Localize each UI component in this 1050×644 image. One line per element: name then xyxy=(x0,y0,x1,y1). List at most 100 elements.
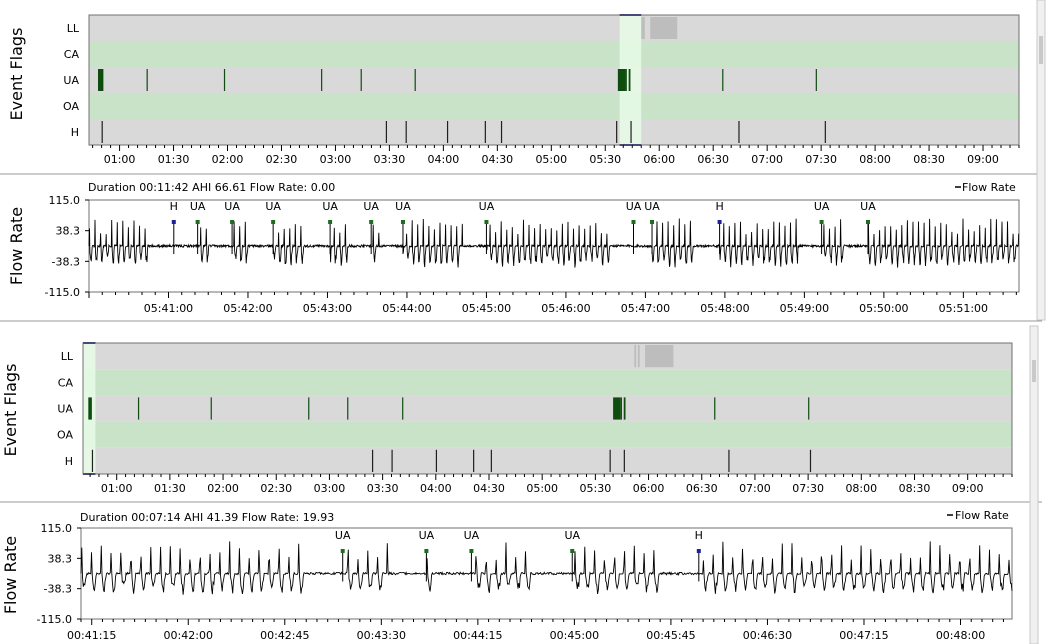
event-mark-ua[interactable] xyxy=(321,69,323,91)
event-mark-ll[interactable] xyxy=(645,345,674,368)
event-mark-h[interactable] xyxy=(371,449,374,472)
y-tick-label: 115.0 xyxy=(41,522,73,535)
event-mark-ua[interactable] xyxy=(210,397,212,420)
flag-row-label-ca: CA xyxy=(58,376,74,389)
x-tick-label: 01:30 xyxy=(158,153,190,166)
event-marker-square[interactable] xyxy=(424,549,429,553)
scrollbar-thumb-top[interactable] xyxy=(1039,36,1043,64)
plot-frame xyxy=(88,14,1020,146)
event-mark-h[interactable] xyxy=(490,449,492,472)
event-mark-ua[interactable] xyxy=(360,69,362,91)
flow-rate-panel-1[interactable]: Flow Rate Duration 00:11:42 AHI 66.61 Fl… xyxy=(7,181,1020,315)
y-tick-label: 38.3 xyxy=(48,552,73,565)
event-mark-ua[interactable] xyxy=(815,69,817,91)
flag-row-ua xyxy=(83,395,1012,422)
event-mark-ua[interactable] xyxy=(808,397,810,420)
event-mark-ua[interactable] xyxy=(628,69,631,91)
event-marker-label: UA xyxy=(564,529,580,542)
event-mark-ua[interactable] xyxy=(613,397,621,420)
event-mark-ll[interactable] xyxy=(637,345,640,368)
scrollbar-top[interactable] xyxy=(1036,0,1046,321)
event-mark-h[interactable] xyxy=(473,449,475,472)
event-flags-panel-2[interactable]: Event Flags LL CA UA OA H 01:00 01:30 02:00 02:3… xyxy=(1,342,1013,495)
event-marker-label: UA xyxy=(322,200,338,213)
event-mark-ua[interactable] xyxy=(617,69,626,91)
event-mark-h[interactable] xyxy=(630,121,632,143)
event-mark-h[interactable] xyxy=(101,121,103,143)
flow-rate-panel-2[interactable]: Flow Rate Duration 00:07:14 AHI 41.39 Fl… xyxy=(1,509,1013,642)
event-mark-ua[interactable] xyxy=(722,69,724,91)
flag-row-oa xyxy=(89,93,1019,119)
flag-row-label-ll: LL xyxy=(61,350,74,363)
event-marker-square[interactable] xyxy=(650,220,655,224)
event-marker-square[interactable] xyxy=(865,220,870,224)
event-mark-ua[interactable] xyxy=(623,397,626,420)
event-mark-ua[interactable] xyxy=(97,69,104,91)
x-tick-label: 05:42:00 xyxy=(223,302,272,315)
event-mark-ua[interactable] xyxy=(146,69,148,91)
x-tick-label: 07:00 xyxy=(751,153,783,166)
event-marker-square[interactable] xyxy=(819,220,824,224)
event-mark-h[interactable] xyxy=(738,121,740,143)
event-mark-ll[interactable] xyxy=(650,17,678,39)
event-marker-square[interactable] xyxy=(717,220,722,224)
event-marker-square[interactable] xyxy=(271,220,276,224)
event-mark-h[interactable] xyxy=(405,121,407,143)
event-mark-ll[interactable] xyxy=(641,17,644,39)
event-mark-ll[interactable] xyxy=(643,17,645,39)
event-mark-h[interactable] xyxy=(484,121,486,143)
scrollbar-bottom[interactable] xyxy=(1029,325,1039,644)
event-mark-h[interactable] xyxy=(728,449,730,472)
event-marker-square[interactable] xyxy=(570,549,575,553)
event-flags-ylabel-1: Event Flags xyxy=(7,28,26,121)
flow-rate-trace xyxy=(88,218,1020,268)
event-marker-square[interactable] xyxy=(230,220,235,224)
event-mark-h[interactable] xyxy=(435,449,438,472)
x-tick-label: 05:45:00 xyxy=(462,302,511,315)
event-mark-h[interactable] xyxy=(446,121,449,143)
event-mark-ua[interactable] xyxy=(347,397,349,420)
legend-label-2: Flow Rate xyxy=(955,509,1009,522)
event-mark-h[interactable] xyxy=(391,449,393,472)
event-marker-square[interactable] xyxy=(631,220,636,224)
event-mark-ua[interactable] xyxy=(414,69,416,91)
scrollbar-thumb-bottom[interactable] xyxy=(1032,360,1036,382)
event-mark-h[interactable] xyxy=(809,449,812,472)
event-marker-square[interactable] xyxy=(484,220,489,224)
flow-rate-title-2: Duration 00:07:14 AHI 41.39 Flow Rate: 1… xyxy=(80,511,334,524)
event-mark-ua[interactable] xyxy=(620,397,622,420)
event-mark-h[interactable] xyxy=(616,121,618,143)
x-tick-label: 09:00 xyxy=(967,153,999,166)
flag-row-ll xyxy=(83,343,1012,370)
event-mark-h[interactable] xyxy=(609,449,611,472)
event-marker-label: UA xyxy=(224,200,240,213)
x-tick-label: 05:46:00 xyxy=(541,302,590,315)
event-marker-square[interactable] xyxy=(400,220,405,224)
event-mark-h[interactable] xyxy=(824,121,826,143)
flag-row-h xyxy=(83,447,1012,474)
event-mark-ll[interactable] xyxy=(634,345,637,368)
event-mark-ua[interactable] xyxy=(137,397,140,420)
event-marker-square[interactable] xyxy=(340,549,345,553)
event-mark-ua[interactable] xyxy=(223,69,226,91)
event-mark-ua[interactable] xyxy=(625,69,627,91)
event-mark-h[interactable] xyxy=(385,121,388,143)
event-marker-square[interactable] xyxy=(469,549,474,553)
event-mark-h[interactable] xyxy=(91,449,94,472)
event-mark-ua[interactable] xyxy=(402,397,404,420)
event-mark-h[interactable] xyxy=(623,449,625,472)
event-mark-ua[interactable] xyxy=(88,397,92,420)
event-marker-square[interactable] xyxy=(696,549,701,553)
event-flags-panel-1[interactable]: Event Flags LL CA UA OA H 01:00 01:30 02:00 02:3… xyxy=(7,14,1020,166)
x-tick-label: 07:30 xyxy=(805,153,837,166)
flag-row-label-ll: LL xyxy=(67,22,80,35)
event-marker-square[interactable] xyxy=(369,220,374,224)
event-flags-ylabel-2: Event Flags xyxy=(1,364,20,457)
event-marker-square[interactable] xyxy=(195,220,200,224)
event-marker-square[interactable] xyxy=(328,220,333,224)
event-mark-h[interactable] xyxy=(500,121,503,143)
x-tick-label: 00:42:00 xyxy=(164,629,213,642)
event-mark-ua[interactable] xyxy=(714,397,716,420)
event-marker-square[interactable] xyxy=(171,220,176,224)
event-mark-ua[interactable] xyxy=(308,397,310,420)
